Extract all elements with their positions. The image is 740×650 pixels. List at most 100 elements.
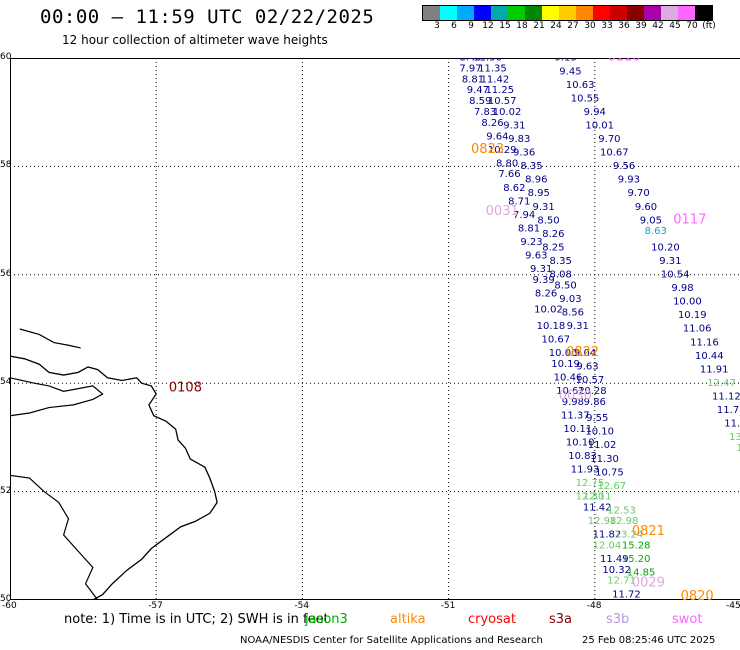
wave-height-value: 9.45 <box>559 66 581 77</box>
wave-height-value: 9.13 <box>554 58 576 64</box>
page-subtitle: 12 hour collection of altimeter wave hei… <box>62 33 328 47</box>
wave-height-value: 13.29 <box>736 443 740 454</box>
legend-swatch <box>627 6 644 20</box>
lon-tick-label: -51 <box>440 601 456 611</box>
legend-swatch <box>508 6 525 20</box>
lat-tick-label: 60 <box>0 52 12 62</box>
legend-tick: 21 <box>533 21 545 31</box>
wave-height-value: 9.36 <box>513 148 535 159</box>
pass-time-label: 0030 <box>559 388 592 403</box>
coastline <box>10 355 218 600</box>
wave-height-value: 11.25 <box>485 85 514 96</box>
wave-height-value: 11.35 <box>478 64 507 75</box>
wave-height-value: 10.19 <box>551 359 580 370</box>
wave-height-value: 11.82 <box>593 530 622 541</box>
wave-height-value: 8.81 <box>462 74 484 85</box>
wave-height-value: 8.26 <box>535 288 557 299</box>
lon-tick-label: -48 <box>586 601 602 611</box>
wave-height-value: 9.31 <box>659 256 681 267</box>
wave-height-value: 11.42 <box>583 503 612 514</box>
wave-height-value: 9.03 <box>559 294 581 305</box>
wave-height-value: 11.72 <box>612 589 641 600</box>
legend-swatch <box>491 6 508 20</box>
wave-height-value: 11.37 <box>561 410 590 421</box>
wave-height-value: 8.26 <box>542 229 564 240</box>
wave-height-map: 8.4311.567.9711.358.8111.429.4711.258.59… <box>10 58 740 600</box>
wave-height-value: 10.62 <box>556 386 585 397</box>
wave-height-value: 9.70 <box>598 134 620 145</box>
wave-height-value: 9.98 <box>562 397 584 408</box>
satellite-label: altika <box>390 612 426 627</box>
wave-height-value: 10.00 <box>673 297 702 308</box>
wave-height-value: 10.75 <box>595 467 624 478</box>
map-panel[interactable]: 8.43 11.56 7.97 11.35 8.81 11.42 9.47 11.25 8.59… <box>10 58 740 600</box>
legend-tick: 36 <box>618 21 630 31</box>
legend-swatch <box>695 6 712 20</box>
legend-swatch <box>661 6 678 20</box>
legend-swatch <box>576 6 593 20</box>
wave-height-value: 8.62 <box>503 183 525 194</box>
coastline-south <box>10 474 99 600</box>
wave-height-value: 9.86 <box>584 397 606 408</box>
lon-tick-label: -60 <box>2 601 17 611</box>
lat-tick-label: 56 <box>0 268 12 279</box>
lon-tick-label: -57 <box>148 601 163 611</box>
wave-height-value: 12.11 <box>583 492 612 503</box>
legend-swatch <box>474 6 491 20</box>
page-title: 00:00 – 11:59 UTC 02/22/2025 <box>40 6 375 28</box>
wave-height-value: 11.16 <box>690 337 719 348</box>
legend-tick: 24 <box>550 21 562 31</box>
legend-swatch <box>559 6 576 20</box>
lat-tick-label: 50 <box>0 594 12 604</box>
wave-height-value: 12.75 <box>576 478 605 489</box>
wave-height-value: 9.47 <box>467 85 489 96</box>
satellite-label: s3a <box>549 612 573 627</box>
wave-height-value: 10.63 <box>566 80 595 91</box>
wave-height-value: 13.24 <box>615 530 644 541</box>
wave-height-value: 12.98 <box>610 516 639 527</box>
wave-height-value: 9.64 <box>486 131 508 142</box>
wave-height-value: 13.19 <box>729 432 740 443</box>
wave-height-value: 12.30 <box>576 492 605 503</box>
satellite-label: jason3 <box>305 612 348 627</box>
wave-height-value: 10.10 <box>566 438 595 449</box>
wave-height-value: 10.55 <box>571 93 600 104</box>
coastline-inlet <box>10 377 104 417</box>
note-text: note: 1) Time is in UTC; 2) SWH is in fe… <box>64 612 329 627</box>
wave-height-value: 10.29 <box>488 145 517 156</box>
wave-height-value: 8.08 <box>550 270 572 281</box>
legend-swatch <box>542 6 559 20</box>
wave-height-value: 10.57 <box>576 375 605 386</box>
wave-height-value: 7.97 <box>459 64 481 75</box>
wave-height-value: 8.50 <box>554 280 576 291</box>
wave-height-value: 9.63 <box>576 362 598 373</box>
wave-height-value: 10.11 <box>563 424 592 435</box>
wave-height-value: 11.02 <box>588 440 617 451</box>
wave-height-value: 10.32 <box>602 565 631 576</box>
wave-height-value: 15.20 <box>622 554 651 565</box>
wave-height-value: 11.56 <box>473 58 502 64</box>
legend-swatch <box>593 6 610 20</box>
wave-height-value: 9.31 <box>532 202 554 213</box>
legend-tick: 33 <box>601 21 613 31</box>
wave-height-value: 10.01 <box>585 120 614 131</box>
color-scale-legend <box>422 5 713 21</box>
wave-height-value: 10.67 <box>600 148 629 159</box>
wave-height-value: 11.42 <box>481 74 510 85</box>
wave-height-value: 11.12 <box>712 391 740 402</box>
lon-tick-label: -54 <box>294 601 310 611</box>
wave-height-value: 10.54 <box>661 270 690 281</box>
legend-tick: (ft) <box>702 21 716 31</box>
wave-height-value: 12.67 <box>598 481 627 492</box>
legend-tick: 6 <box>451 21 457 31</box>
wave-height-value: 10.20 <box>651 242 680 253</box>
wave-height-value: 10.02 <box>534 305 563 316</box>
wave-height-value: 9.04 <box>574 348 596 359</box>
lat-tick-label: 52 <box>0 485 12 496</box>
legend-swatch <box>678 6 695 20</box>
pass-time-label: 0822 <box>566 345 599 360</box>
wave-height-value: 12.47 <box>707 378 736 389</box>
legend-tick: 18 <box>516 21 528 31</box>
wave-height-value: 8.56 <box>562 307 584 318</box>
lon-tick-label: -45 <box>726 601 740 611</box>
